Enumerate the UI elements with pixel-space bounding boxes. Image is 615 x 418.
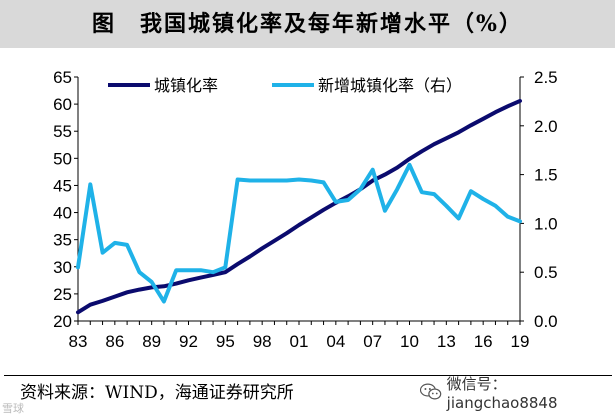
y-left-tick-label: 20 — [53, 312, 72, 331]
chart-axes: 20 25 30 35 40 45 50 55 60 65 0.0 0.5 1.0 1.5 2.0 2.5 83… — [53, 68, 558, 351]
x-tick-label: 10 — [400, 332, 419, 351]
x-tick-label: 16 — [474, 332, 493, 351]
y-left-tick-label: 30 — [53, 258, 72, 277]
legend-label-increase: 新增城镇化率（右） — [318, 76, 462, 95]
y-left-tick-label: 55 — [53, 122, 72, 141]
title-bar — [0, 0, 615, 48]
source-note: 资料来源：WIND，海通证券研究所 — [20, 383, 294, 403]
series-line-urbanization — [76, 98, 522, 315]
x-tick-label: 19 — [511, 332, 530, 351]
y-right-tick-label: 0.5 — [534, 263, 558, 282]
x-tick-label: 86 — [105, 332, 124, 351]
y-left-tick-label: 50 — [53, 149, 72, 168]
y-right-tick-label: 2.0 — [534, 117, 558, 136]
y-right-tick-label: 2.5 — [534, 68, 558, 87]
y-left-tick-label: 45 — [53, 176, 72, 195]
legend-label-urbanization: 城镇化率 — [154, 76, 218, 95]
series-line-increase — [76, 162, 522, 304]
y-right-tick-label: 1.5 — [534, 166, 558, 185]
y-right-tick-label: 0.0 — [534, 312, 558, 331]
footer-divider — [4, 375, 612, 376]
y-left-tick-label: 65 — [53, 68, 72, 87]
y-left-tick-label: 40 — [53, 204, 72, 223]
x-tick-label: 04 — [326, 332, 345, 351]
x-tick-label: 92 — [179, 332, 198, 351]
wechat-icon — [420, 383, 442, 400]
x-tick-label: 13 — [437, 332, 456, 351]
wechat-id: 微信号：jiangchao8848 — [420, 375, 615, 412]
chart-series — [76, 98, 522, 315]
x-tick-label: 83 — [69, 332, 88, 351]
y-left-tick-label: 25 — [53, 285, 72, 304]
x-tick-label: 01 — [290, 332, 309, 351]
watermark: 雪球 — [2, 402, 24, 415]
x-tick-label: 98 — [253, 332, 272, 351]
chart-legend: 城镇化率 新增城镇化率（右） — [108, 76, 462, 95]
chart-title: 图 我国城镇化率及每年新增水平（%） — [92, 11, 523, 37]
y-right-tick-label: 1.0 — [534, 214, 558, 233]
x-tick-label: 89 — [142, 332, 161, 351]
wechat-id-text: 微信号：jiangchao8848 — [446, 374, 558, 412]
y-left-tick-label: 60 — [53, 95, 72, 114]
y-left-tick-label: 35 — [53, 231, 72, 250]
chart: 20 25 30 35 40 45 50 55 60 65 0.0 0.5 1.0 1.5 2.0 2.5 83… — [53, 68, 558, 351]
x-tick-label: 07 — [363, 332, 382, 351]
x-tick-label: 95 — [216, 332, 235, 351]
